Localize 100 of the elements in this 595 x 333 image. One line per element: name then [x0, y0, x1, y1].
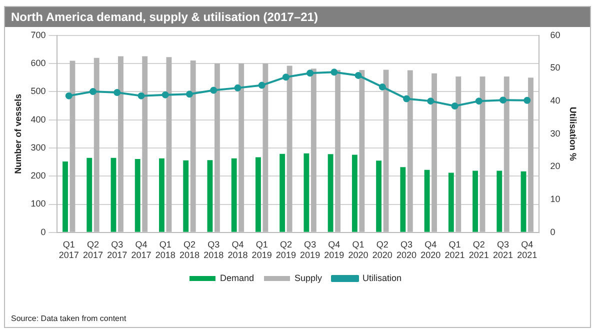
y-tick-label: 200: [30, 170, 46, 181]
bar: [400, 167, 406, 232]
y2-tick-label: 50: [550, 62, 560, 73]
point: [330, 68, 338, 76]
y-axis-title: Number of vessels: [12, 94, 23, 174]
bar: [94, 58, 100, 232]
y2-tick-label: 0: [550, 226, 556, 237]
bar: [110, 158, 116, 232]
y-tick-label: 500: [30, 86, 46, 96]
bar: [456, 76, 462, 232]
bar: [286, 66, 292, 232]
point: [524, 96, 531, 104]
point: [210, 86, 218, 94]
x-tick-label: Q2 2018: [179, 239, 200, 260]
bar: [62, 161, 68, 232]
y2-tick-label: 30: [550, 128, 560, 138]
bar: [207, 160, 213, 232]
point: [475, 98, 482, 105]
bar: [118, 56, 124, 232]
bar: [352, 154, 358, 232]
bar: [183, 160, 189, 232]
chart-title: North America demand, supply & utilisation (2017–21): [5, 7, 590, 27]
bar: [383, 70, 389, 232]
y-tick-label: 100: [30, 198, 46, 209]
bar: [214, 64, 220, 232]
bar: [480, 76, 486, 232]
x-tick-label: Q3 2019: [300, 239, 320, 260]
point: [306, 70, 314, 77]
bar: [335, 70, 341, 232]
point: [378, 83, 386, 90]
point: [354, 72, 362, 79]
y2-tick-label: 60: [550, 30, 560, 40]
point: [138, 92, 145, 100]
y2-tick-label: 40: [550, 96, 560, 106]
bar: [304, 153, 310, 232]
bar: [504, 76, 510, 232]
bar: [520, 171, 526, 232]
x-tick-label: Q1 2019: [252, 239, 272, 260]
y-tick-label: 400: [30, 114, 46, 124]
legend-label: Supply: [294, 272, 323, 283]
x-tick-label: Q3 2017: [107, 239, 128, 260]
point: [234, 84, 242, 92]
x-tick-label: Q2 2017: [82, 239, 104, 260]
bar: [255, 157, 261, 232]
x-tick-label: Q2 2021: [468, 239, 489, 260]
x-tick-label: Q4 2017: [131, 239, 152, 260]
point: [500, 96, 507, 104]
bar: [407, 70, 413, 232]
point: [65, 92, 72, 100]
legend-label: Utilisation: [362, 272, 402, 283]
bar: [310, 68, 316, 232]
point: [89, 88, 96, 96]
bar: [70, 60, 76, 232]
point: [282, 74, 290, 81]
bar: [328, 154, 334, 232]
source-note: Source: Data taken from content: [11, 314, 126, 323]
point: [162, 91, 169, 98]
bar: [86, 158, 92, 232]
x-tick-label: Q3 2018: [204, 239, 224, 260]
x-tick-label: Q4 2021: [517, 239, 538, 260]
bar: [134, 158, 140, 232]
y-tick-label: 700: [30, 30, 46, 40]
bar: [231, 158, 237, 232]
x-tick-label: Q2 2020: [372, 239, 392, 260]
y-tick-label: 300: [30, 142, 46, 152]
point: [186, 90, 193, 98]
bar: [496, 170, 502, 232]
bar: [432, 73, 437, 232]
bar: [238, 64, 244, 232]
bar: [159, 158, 164, 232]
x-tick-label: Q4 2019: [324, 239, 344, 260]
legend-label: Demand: [220, 272, 254, 283]
bar: [528, 78, 534, 232]
bar: [142, 56, 148, 232]
bar: [448, 172, 454, 232]
x-tick-label: Q1 2020: [348, 239, 368, 260]
y2-axis-title: Utilisation %: [568, 106, 578, 161]
x-tick-label: Q3 2021: [492, 239, 514, 260]
bar: [166, 57, 172, 232]
y-tick-label: 600: [30, 58, 46, 68]
point: [451, 102, 458, 110]
point: [114, 89, 121, 96]
x-tick-label: Q4 2018: [228, 239, 248, 260]
y2-tick-label: 10: [550, 194, 560, 204]
bar: [424, 170, 430, 232]
x-tick-label: Q1 2021: [444, 239, 465, 260]
x-tick-label: Q1 2018: [155, 239, 176, 260]
bar: [280, 154, 286, 232]
x-tick-label: Q3 2020: [396, 239, 417, 260]
y2-tick-label: 20: [550, 161, 560, 172]
bar: [262, 64, 268, 232]
point: [258, 82, 266, 89]
bar: [376, 160, 382, 232]
bar: [190, 60, 196, 232]
y-tick-label: 0: [40, 226, 46, 237]
point: [427, 98, 434, 105]
x-tick-label: Q1 2017: [58, 239, 79, 260]
x-tick-label: Q4 2020: [420, 239, 441, 260]
bar: [359, 70, 365, 232]
x-tick-label: Q2 2019: [276, 239, 296, 260]
